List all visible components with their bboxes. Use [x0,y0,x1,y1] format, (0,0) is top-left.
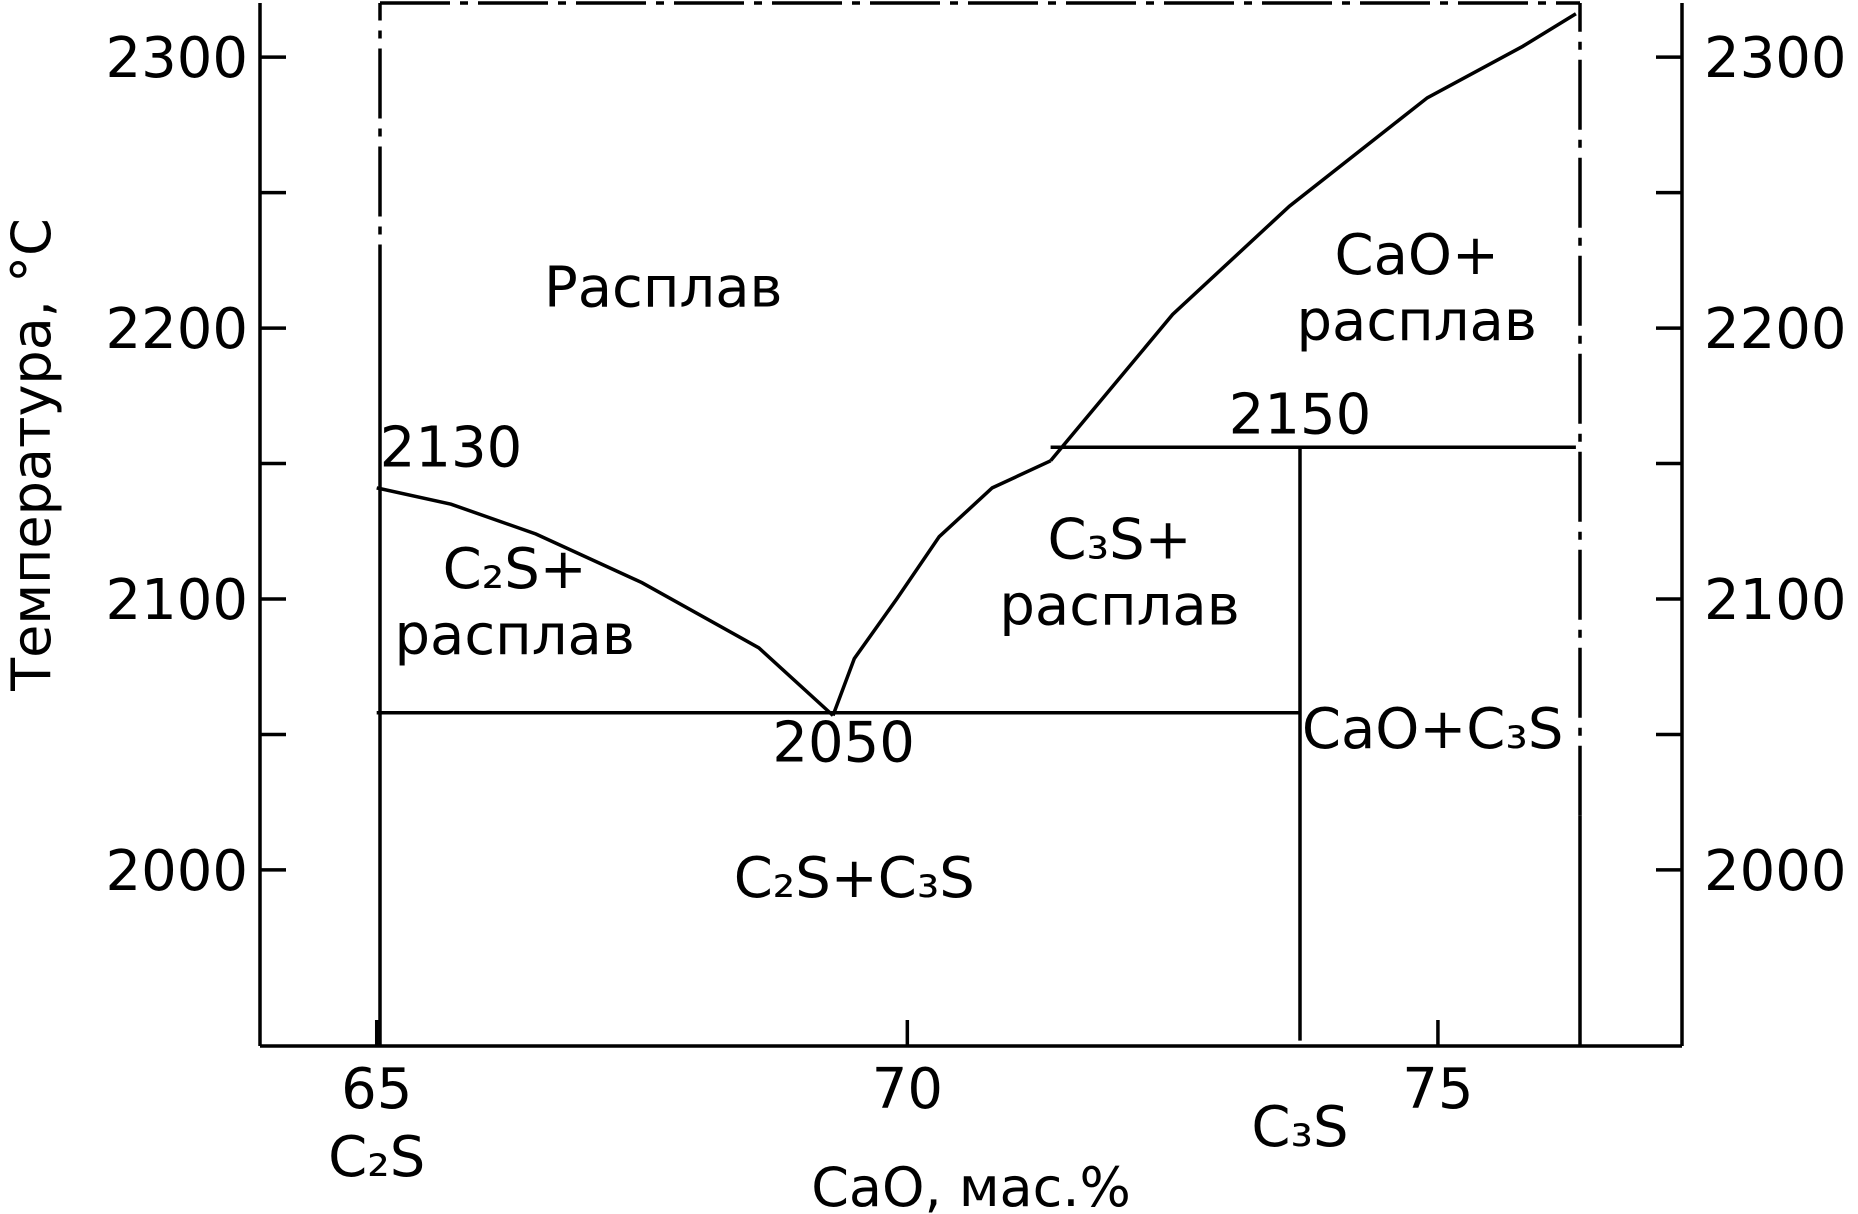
y-tick-label-right: 2300 [1704,26,1847,91]
x-tick-label: 65 [341,1057,412,1122]
x-tick-label: 75 [1402,1057,1473,1122]
axis-ticks [260,55,1682,1046]
phase-region-line: C₂S+C₃S [734,846,975,911]
x-axis-label: CaO, мас.% [811,1156,1131,1214]
y-axis-label: Температура, °C [0,218,63,692]
phase-region-line: расплав [1297,289,1537,354]
phase-region-line: Расплав [544,255,783,320]
compound-label: C₃S [1251,1095,1348,1160]
labels: 2000 2000 2100 2100 2200 2200 2300 2300 65 70 75 C₂… [105,26,1846,1190]
y-tick-label-left: 2100 [105,568,248,633]
phase-region-line: CaO+C₃S [1302,697,1564,762]
y-tick-label-right: 2100 [1704,568,1847,633]
plot-frame [258,1,1684,1048]
temperature-label: 2130 [380,415,523,480]
phase-region-label: CaO+ расплав [1297,223,1537,354]
phase-region-line: расплав [999,573,1239,638]
boundary-line-3 [1049,12,1577,462]
phase-region-label: C₃S+ расплав [999,507,1239,638]
boundary-line-1 [376,486,835,717]
phase-region-label: CaO+C₃S [1302,697,1564,762]
y-tick-label-left: 2300 [105,26,248,91]
phase-region-line: C₂S+ [443,537,587,602]
phase-boundaries [376,12,1577,1041]
phase-region-line: C₃S+ [1048,507,1192,572]
y-tick-label-left: 2000 [105,839,248,904]
phase-region-line: расплав [394,603,634,668]
y-tick-label-right: 2200 [1704,297,1847,362]
temperature-label: 2050 [772,711,915,776]
phase-region-label: Расплав [544,255,783,320]
temperature-label: 2150 [1229,383,1372,448]
boundary-line-2 [831,459,1052,717]
y-tick-label-right: 2000 [1704,839,1847,904]
y-tick-label-left: 2200 [105,297,248,362]
x-tick-label: 70 [872,1057,943,1122]
phase-region-line: CaO+ [1334,223,1498,288]
phase-region-label: C₂S+C₃S [734,846,975,911]
compound-label: C₂S [328,1125,425,1190]
phase-region-label: C₂S+ расплав [394,537,634,668]
